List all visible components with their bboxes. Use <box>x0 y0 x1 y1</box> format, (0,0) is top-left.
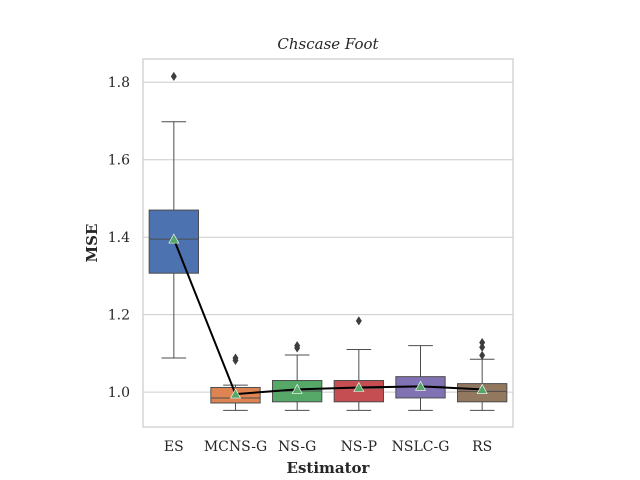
x-tick-label: NSLC-G <box>392 439 450 455</box>
mean-line <box>172 238 483 396</box>
mean-marker <box>168 233 180 244</box>
outlier-point <box>479 350 486 360</box>
outlier-point <box>479 337 486 348</box>
y-tick-label: 1.6 <box>108 153 130 169</box>
y-axis-label: MSE <box>83 224 101 263</box>
outlier-point <box>232 353 239 363</box>
x-tick-label: MCNS-G <box>204 439 267 455</box>
mean-layer <box>168 233 488 399</box>
outlier-point <box>355 316 362 326</box>
ticks-layer: 1.0 1.2 1.4 1.6 1.8 ES MCNS-G NS-G NS-P NSLC-G RS <box>108 75 493 455</box>
mean-marker <box>476 383 488 394</box>
y-tick-label: 1.8 <box>108 75 130 91</box>
x-tick-label: NS-G <box>278 439 316 455</box>
mean-marker <box>353 381 365 392</box>
chart-title: Chscase Foot <box>277 35 379 53</box>
mean-marker <box>414 380 427 391</box>
y-tick-label: 1.4 <box>108 230 130 246</box>
x-tick-label: ES <box>164 439 184 455</box>
outlier-point <box>170 71 177 82</box>
mean-marker <box>229 388 242 399</box>
outlier-point <box>294 340 301 351</box>
plot-frame <box>142 58 514 428</box>
y-tick-label: 1.0 <box>108 385 130 401</box>
x-tick-label: NS-P <box>341 439 378 455</box>
x-axis-label: Estimator <box>287 459 371 477</box>
y-tick-label: 1.2 <box>108 308 130 324</box>
x-tick-label: RS <box>472 439 492 455</box>
mean-marker <box>291 383 303 394</box>
